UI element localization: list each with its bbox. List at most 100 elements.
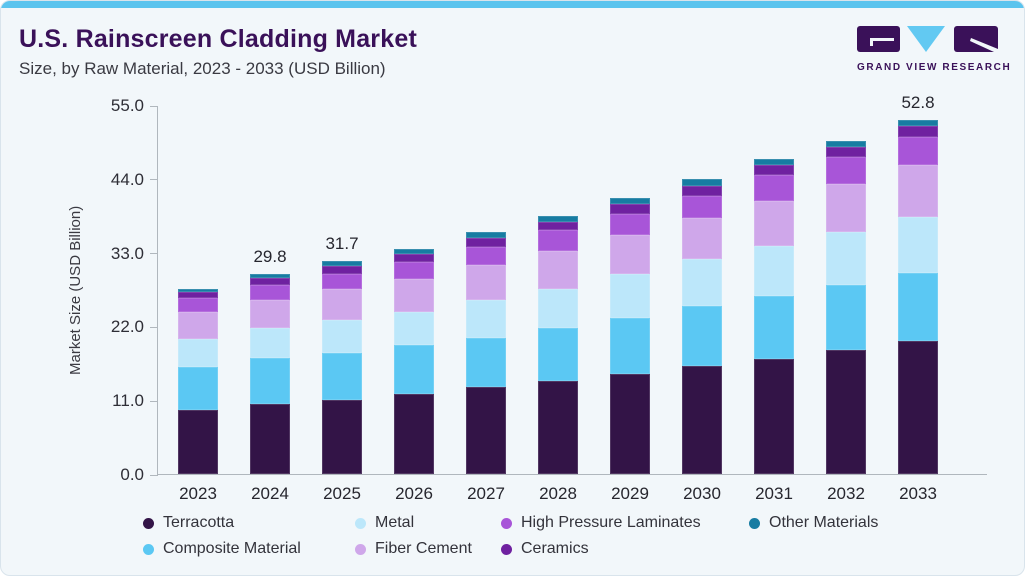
y-tick-label: 0.0 (120, 465, 144, 484)
legend-label-high-pressure-laminates: High Pressure Laminates (521, 514, 701, 531)
legend-label-other-materials: Other Materials (769, 514, 879, 531)
legend-label-ceramics: Ceramics (521, 540, 589, 557)
x-axis-label-2024: 2024 (251, 484, 289, 503)
bar-2033: 52.8 2033 (898, 93, 938, 503)
bar-segment-terracotta (898, 340, 938, 474)
bar-segment-composite-material (250, 357, 290, 405)
bar-segment-high-pressure-laminates (178, 298, 218, 312)
bar-segment-terracotta (250, 404, 290, 474)
bar-segment-fiber-cement (322, 288, 362, 321)
bar-segment-metal (898, 217, 938, 274)
plot-area: 0.0 11.0 22.0 33.0 44.0 55.0 2023 29.8 2024 31.7 2… (111, 93, 987, 503)
bar-segment-ceramics (826, 146, 866, 157)
bar-segment-metal (466, 300, 506, 338)
legend-label-fiber-cement: Fiber Cement (375, 540, 472, 557)
x-axis-label-2033: 2033 (899, 484, 937, 503)
bar-segment-high-pressure-laminates (754, 174, 794, 201)
x-axis-label-2030: 2030 (683, 484, 721, 503)
y-tick-mark (150, 474, 158, 476)
bar-segment-ceramics (682, 185, 722, 197)
y-tick-label: 33.0 (110, 243, 144, 263)
bar-segment-fiber-cement (898, 165, 938, 218)
bar-segment-ceramics (610, 204, 650, 214)
legend-label-composite-material: Composite Material (163, 540, 301, 557)
bar-segment-composite-material (322, 352, 362, 400)
legend-dot-terracotta (143, 517, 154, 529)
bar-segment-terracotta (610, 374, 650, 474)
bar-segment-metal (682, 259, 722, 306)
legend-dot-metal (355, 517, 366, 529)
bar-segment-composite-material (178, 367, 218, 410)
bar-segment-fiber-cement (610, 234, 650, 275)
bar-segment-metal (250, 328, 290, 358)
legend-label-terracotta: Terracotta (163, 514, 235, 531)
bar-total-label: 31.7 (325, 234, 359, 254)
x-axis-label-2027: 2027 (467, 484, 505, 503)
legend-label-metal: Metal (375, 514, 415, 531)
chart-header: U.S. Rainscreen Cladding Market Size, by… (19, 25, 417, 79)
y-axis-title: Market Size (USD Billion) (67, 205, 84, 376)
bar-segment-composite-material (826, 284, 866, 350)
legend-dot-fiber-cement (355, 543, 366, 555)
bar-segment-metal (754, 245, 794, 296)
bar-segment-ceramics (898, 125, 938, 137)
bar-segment-high-pressure-laminates (826, 156, 866, 185)
y-tick-mark (150, 105, 158, 107)
bar-segment-fiber-cement (394, 278, 434, 312)
bar-segment-fiber-cement (826, 184, 866, 232)
bar-segment-fiber-cement (178, 311, 218, 340)
bar-segment-high-pressure-laminates (682, 196, 722, 219)
bar-segment-fiber-cement (682, 218, 722, 260)
bar-segment-fiber-cement (466, 264, 506, 301)
x-axis-label-2023: 2023 (179, 484, 217, 503)
legend-dot-other-materials (749, 517, 760, 529)
y-tick-mark (150, 179, 158, 181)
bar-2027: 2027 (466, 106, 506, 503)
legend-item-ceramics: Ceramics (501, 540, 749, 558)
bar-segment-metal (322, 320, 362, 353)
bar-segment-ceramics (754, 164, 794, 175)
legend-item-composite-material: Composite Material (143, 540, 355, 558)
bar-segment-other-materials (610, 198, 650, 205)
bar-total-label: 29.8 (253, 247, 287, 267)
bar-segment-high-pressure-laminates (466, 246, 506, 265)
bar-segment-ceramics (394, 253, 434, 262)
bar-segment-high-pressure-laminates (898, 136, 938, 166)
bar-segment-high-pressure-laminates (538, 230, 578, 251)
bar-segment-terracotta (754, 358, 794, 474)
bar-segment-other-materials (682, 179, 722, 186)
legend-item-metal: Metal (355, 514, 501, 532)
bar-segment-metal (538, 288, 578, 329)
bar-segment-other-materials (178, 288, 218, 293)
bar-segment-composite-material (538, 328, 578, 382)
gvr-logo-icon (857, 26, 998, 52)
y-tick-label: 44.0 (110, 169, 144, 189)
bar-segment-ceramics (178, 292, 218, 299)
bar-segment-high-pressure-laminates (394, 262, 434, 279)
bar-segment-other-materials (466, 232, 506, 238)
x-axis-label-2031: 2031 (755, 484, 793, 503)
bar-segment-composite-material (682, 305, 722, 366)
bar-segment-terracotta (394, 394, 434, 474)
page-title: U.S. Rainscreen Cladding Market (19, 25, 417, 53)
y-tick-label: 55.0 (110, 96, 144, 115)
logo-wordmark: GRAND VIEW RESEARCH (857, 62, 1012, 73)
bar-segment-terracotta (682, 365, 722, 474)
bar-2029: 2029 (610, 106, 650, 503)
x-axis-label-2029: 2029 (611, 484, 649, 503)
bar-segment-metal (610, 274, 650, 319)
x-axis-label-2032: 2032 (827, 484, 865, 503)
bar-segment-ceramics (466, 237, 506, 247)
x-axis-label-2028: 2028 (539, 484, 577, 503)
bar-2025: 31.7 2025 (322, 106, 362, 503)
x-axis-label-2025: 2025 (323, 484, 361, 503)
bar-segment-other-materials (322, 261, 362, 267)
bar-2031: 2031 (754, 106, 794, 503)
bar-segment-composite-material (610, 318, 650, 375)
bar-segment-metal (826, 231, 866, 285)
bar-segment-ceramics (538, 221, 578, 231)
bar-total-label: 52.8 (901, 92, 935, 112)
legend-dot-composite-material (143, 543, 154, 555)
y-tick-label: 11.0 (112, 391, 144, 411)
